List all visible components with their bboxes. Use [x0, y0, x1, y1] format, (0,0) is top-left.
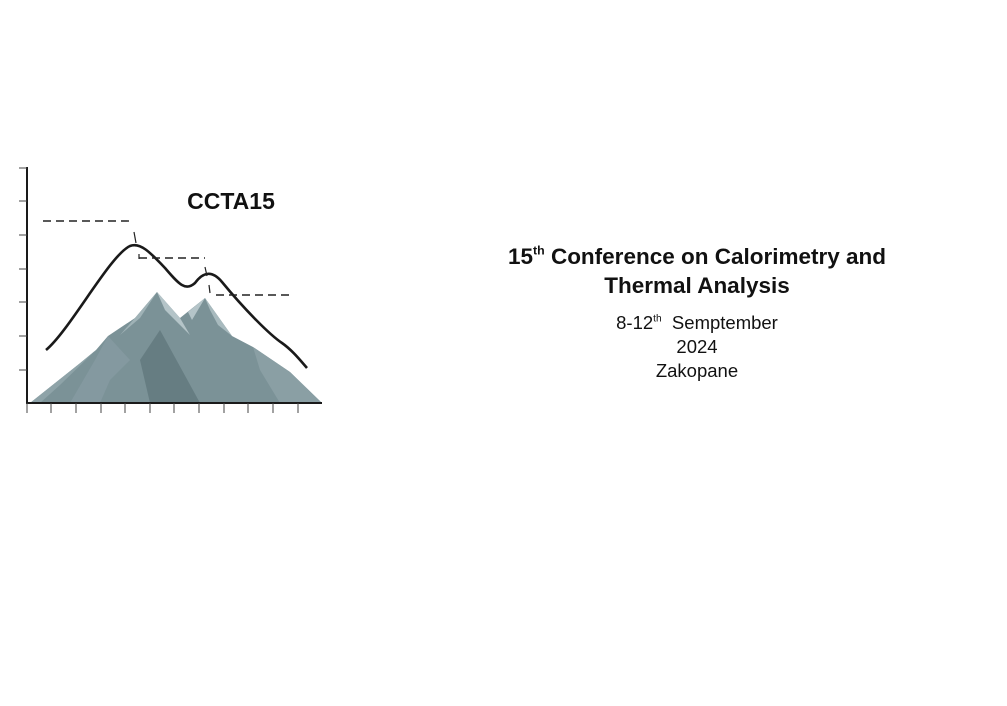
location: Zakopane	[655, 360, 739, 381]
date-suffix: th	[653, 313, 662, 325]
ordinal-number: 15	[507, 244, 534, 269]
conference-title: 15th Conference on Calorimetry and Therm…	[447, 242, 947, 300]
title-line1: Conference on Calorimetry and	[544, 244, 887, 269]
step-connectors	[133, 231, 211, 294]
mountains-illustration	[30, 292, 322, 403]
ordinal-suffix: th	[533, 243, 545, 258]
date-row: 8-12th Semptember	[447, 311, 947, 335]
date-range: 8-12	[616, 312, 654, 333]
thermal-curve	[45, 243, 308, 369]
year: 2024	[676, 336, 718, 357]
logo-acronym: CCTA15	[187, 188, 275, 214]
axis-ticks	[19, 167, 299, 413]
step-dashes	[43, 220, 290, 296]
conference-details: 8-12th Semptember 2024 Zakopane	[447, 311, 947, 383]
ccta-logo-graphic	[19, 167, 322, 413]
title-line1-row: 15th Conference on Calorimetry and	[447, 242, 947, 271]
title-line2: Thermal Analysis	[604, 273, 790, 298]
month: Semptember	[661, 312, 778, 333]
